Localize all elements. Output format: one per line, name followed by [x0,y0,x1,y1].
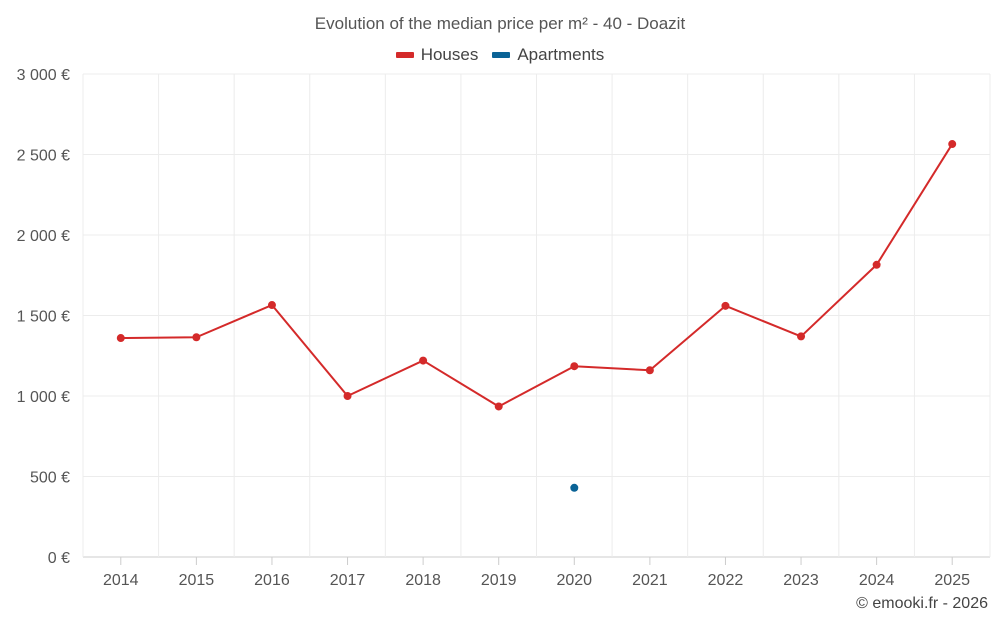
data-point-houses-2019 [494,402,503,411]
x-tick-label: 2020 [556,572,592,589]
legend-item-houses[interactable]: Houses [395,45,479,65]
x-tick-label: 2016 [254,572,290,589]
data-point-houses-2017 [343,392,352,400]
series-line-houses [120,143,954,408]
x-tick-label: 2017 [330,572,366,589]
legend-swatch-apartments [492,52,511,58]
x-tick-label: 2022 [708,572,744,589]
y-tick-label: 2 500 € [17,148,70,165]
legend-item-apartments[interactable]: Apartments [492,45,604,65]
y-tick-label: 2 000 € [17,228,70,245]
y-tick-label: 500 € [30,470,70,487]
data-point-houses-2023 [797,332,806,341]
data-point-houses-2021 [645,366,654,375]
data-point-houses-2018 [419,356,428,365]
data-point-apartments-2020 [570,483,579,492]
x-tick-label: 2018 [405,572,441,589]
y-tick-label: 1 000 € [17,389,70,406]
x-tick-label: 2014 [103,572,139,589]
data-point-houses-2022 [721,301,730,310]
legend-label-houses: Houses [420,45,479,64]
chart-legend: Houses Apartments [0,45,1000,65]
data-point-houses-2014 [116,334,125,343]
y-tick-label: 3 000 € [17,67,70,84]
legend-swatch-houses [395,52,414,58]
x-tick-label: 2015 [179,572,215,589]
x-tick-label: 2024 [859,572,895,589]
data-point-houses-2025 [948,140,957,149]
data-point-houses-2015 [192,333,201,342]
y-tick-label: 1 500 € [17,309,70,326]
legend-label-apartments: Apartments [517,45,605,64]
data-point-houses-2024 [872,260,881,269]
x-tick-label: 2023 [783,572,819,589]
data-point-houses-2020 [570,362,579,371]
chart-title: Evolution of the median price per m² - 4… [314,14,686,33]
x-tick-label: 2019 [481,572,517,589]
y-tick-label: 0 € [48,550,70,567]
data-point-houses-2016 [267,301,276,310]
x-tick-label: 2025 [934,572,970,589]
x-tick-label: 2021 [632,572,668,589]
watermark: © emooki.fr - 2026 [856,595,988,612]
